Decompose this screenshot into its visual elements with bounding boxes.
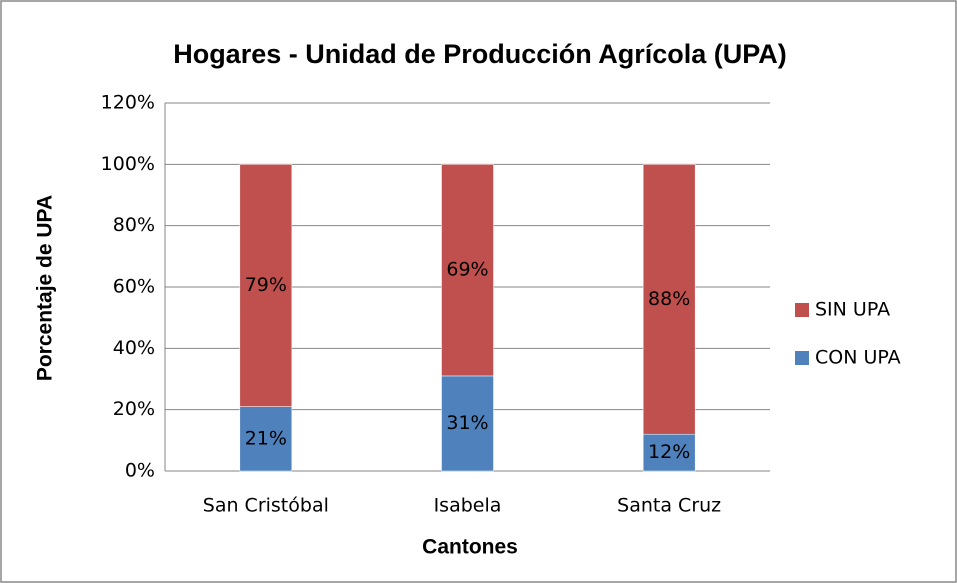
data-label: 69%	[446, 259, 488, 281]
y-tick-label: 0%	[125, 460, 155, 482]
y-axis-label: Porcentaje de UPA	[34, 195, 57, 381]
legend-swatch	[795, 351, 809, 365]
bar-segment	[642, 164, 696, 435]
data-label: 12%	[648, 441, 690, 463]
data-label: 79%	[245, 274, 287, 296]
x-axis-label: Cantones	[422, 536, 518, 559]
bar-segment	[239, 164, 293, 407]
legend-label: CON UPA	[815, 347, 901, 369]
x-tick-label: San Cristóbal	[203, 495, 329, 517]
bar-segment	[441, 164, 494, 377]
data-label: 21%	[245, 427, 287, 449]
legend-swatch	[795, 303, 809, 317]
y-tick-label: 80%	[113, 214, 155, 236]
data-label: 31%	[446, 412, 488, 434]
y-tick-label: 40%	[113, 337, 155, 359]
y-tick-label: 120%	[101, 92, 155, 114]
legend-label: SIN UPA	[815, 299, 890, 321]
y-tick-label: 60%	[113, 276, 155, 298]
x-tick-label: Isabela	[434, 495, 502, 517]
x-tick-label: Santa Cruz	[617, 495, 721, 517]
y-tick-label: 100%	[101, 153, 155, 175]
bar-segment	[441, 375, 494, 472]
data-label: 88%	[648, 288, 690, 310]
y-tick-label: 20%	[113, 398, 155, 420]
bar-segment	[239, 406, 293, 472]
chart-title: Hogares - Unidad de Producción Agrícola …	[173, 39, 787, 69]
